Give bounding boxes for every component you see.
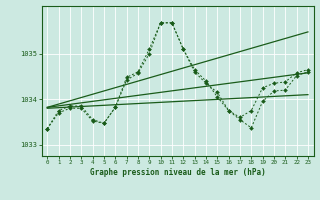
X-axis label: Graphe pression niveau de la mer (hPa): Graphe pression niveau de la mer (hPa) xyxy=(90,168,266,177)
